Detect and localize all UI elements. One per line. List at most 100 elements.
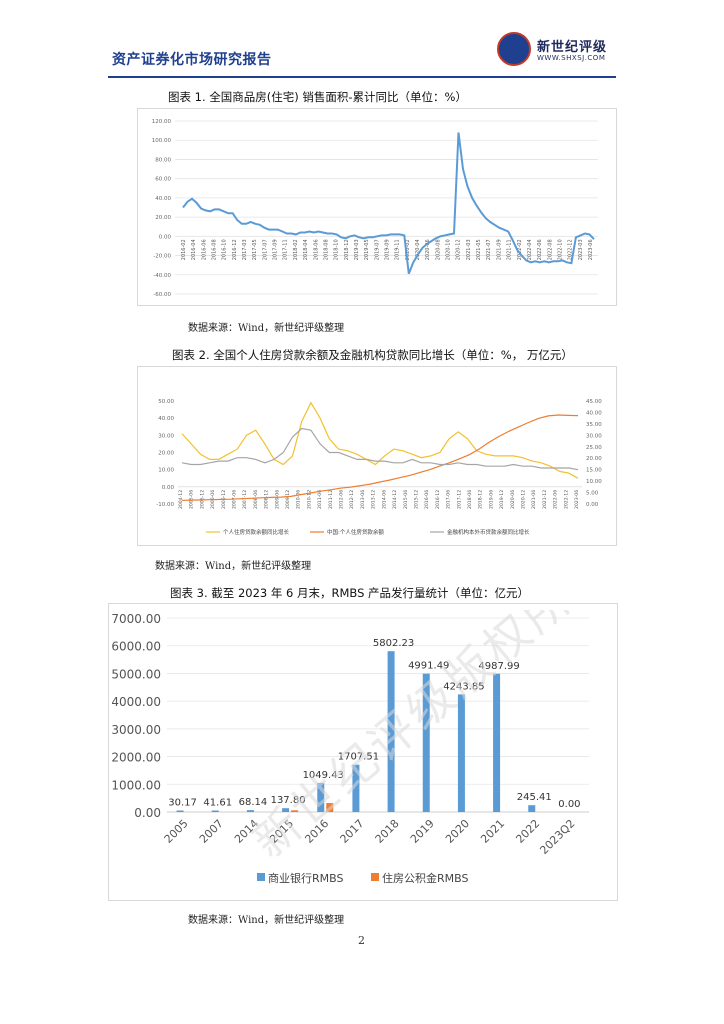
x-tick-label: 2005 [162, 817, 191, 846]
x-tick-label: 2019-09 [385, 239, 391, 260]
y2-tick-label: 20.00 [586, 456, 602, 462]
figure-3-title: 图表 3. 截至 2023 年 6 月末，RMBS 产品发行量统计（单位：亿元） [170, 586, 530, 600]
y-tick-label: 20.00 [155, 215, 171, 221]
legend-label: 个人住房贷款余额同比增长 [223, 528, 290, 536]
data-label: 0.00 [558, 799, 580, 810]
x-tick-label: 2020-08 [435, 239, 441, 260]
x-tick-label: 2017-03 [242, 239, 248, 260]
data-label: 4991.49 [408, 661, 449, 672]
x-tick-label: 2019-05 [364, 239, 370, 260]
x-tick-label: 2013-12 [371, 490, 377, 509]
x-tick-label: 2022 [513, 817, 542, 846]
x-tick-label: 2017-11 [283, 239, 289, 260]
x-tick-label: 2017-12 [456, 490, 462, 509]
data-label: 245.41 [517, 792, 552, 803]
y-tick-label: -60.00 [153, 292, 171, 298]
data-label: 5802.23 [373, 638, 414, 649]
series-line [182, 132, 595, 275]
x-tick-label: 2016-12 [232, 239, 238, 260]
bar-commercial-bank-rmbs [282, 808, 290, 812]
y2-tick-label: 40.00 [586, 410, 602, 416]
x-tick-label: 2017-06 [446, 490, 452, 509]
legend-swatch [371, 873, 379, 881]
x-tick-label: 2018-08 [323, 239, 329, 260]
series-line [181, 401, 579, 479]
x-tick-label: 2015-12 [413, 490, 419, 509]
x-tick-label: 2018-12 [344, 239, 350, 260]
legend-swatch [257, 873, 265, 881]
x-tick-label: 2020-12 [520, 490, 526, 509]
x-tick-label: 2020-06 [510, 490, 516, 509]
x-tick-label: 2022-12 [568, 239, 574, 260]
y2-tick-label: 30.00 [586, 433, 602, 439]
x-tick-label: 2016-04 [191, 239, 197, 260]
x-tick-label: 2016-02 [181, 239, 187, 260]
y-tick-label: 5000.00 [111, 667, 161, 681]
x-tick-label: 2016-06 [424, 490, 430, 509]
x-tick-label: 2014-06 [381, 490, 387, 509]
line-chart-2: 50.00 40.00 30.00 20.00 10.00 0.00 -10.00 45.00… [156, 399, 602, 536]
y2-tick-label: 25.00 [586, 445, 602, 451]
bar-commercial-bank-rmbs [493, 673, 501, 812]
y2-tick-label: 0.00 [586, 502, 599, 508]
x-tick-label: 2021-06 [531, 490, 537, 509]
x-tick-label: 2020-04 [415, 239, 421, 260]
x-tick-label: 2011-06 [317, 490, 323, 509]
data-label: 1049.43 [303, 770, 344, 781]
x-tick-label: 2019-11 [395, 239, 401, 260]
y-tick-label: 20.00 [158, 451, 174, 457]
bar-commercial-bank-rmbs [528, 805, 536, 812]
y-tick-label: -40.00 [153, 273, 171, 279]
x-tick-label: 2021-09 [496, 239, 502, 260]
x-tick-label: 2007 [197, 817, 226, 846]
x-tick-label: 2023Q2 [537, 817, 577, 857]
x-tick-label: 2021-12 [542, 490, 548, 509]
x-tick-label: 2008-06 [253, 490, 259, 509]
x-tick-label: 2011-12 [328, 490, 334, 509]
x-tick-label: 2016-12 [435, 490, 441, 509]
x-tick-label: 2021-05 [476, 239, 482, 260]
y-tick-label: 120.00 [152, 119, 172, 125]
x-tick-label: 2021-07 [486, 239, 492, 260]
bar-commercial-bank-rmbs [457, 694, 465, 812]
bar-commercial-bank-rmbs [387, 651, 395, 812]
logo-emblem-icon [497, 32, 531, 66]
y-tick-label: 80.00 [155, 157, 171, 163]
y-tick-label: 100.00 [152, 138, 172, 144]
legend-label: 商业银行RMBS [268, 871, 343, 885]
x-tick-label: 2021-03 [466, 239, 472, 260]
y-tick-label: 50.00 [158, 399, 174, 405]
y-tick-label: 4000.00 [111, 695, 161, 709]
x-tick-label: 2016-06 [201, 239, 207, 260]
x-tick-label: 2022-06 [537, 239, 543, 260]
x-tick-label: 2014-12 [392, 490, 398, 509]
x-tick-label: 2018-06 [467, 490, 473, 509]
series-line [181, 414, 579, 501]
data-label: 30.17 [168, 798, 197, 809]
bar-housing-fund-rmbs [291, 810, 299, 812]
x-tick-label: 2022-10 [557, 239, 563, 260]
x-tick-label: 2019-12 [499, 490, 505, 509]
x-tick-label: 2008-12 [264, 490, 270, 509]
figure-1-title: 图表 1. 全国商品房(住宅) 销售面积-累计同比（单位：%） [168, 90, 467, 104]
x-tick-label: 2021-11 [507, 239, 513, 260]
x-tick-label: 2019-03 [354, 239, 360, 260]
y-tick-label: -20.00 [153, 254, 171, 260]
x-tick-label: 2012-06 [339, 490, 345, 509]
legend-label: 金融机构本外币贷款余额同比增长 [447, 528, 530, 536]
figure-3-source: 数据来源：Wind，新世纪评级整理 [188, 915, 345, 926]
line-chart-1: 120.00 100.00 80.00 60.00 40.00 20.00 0.00 -20.… [152, 119, 598, 298]
x-tick-label: 2004-12 [178, 490, 184, 509]
x-tick-label: 2018-02 [293, 239, 299, 260]
x-tick-label: 2022-08 [547, 239, 553, 260]
figure-1-frame: 120.00 100.00 80.00 60.00 40.00 20.00 0.00 -20.… [137, 108, 617, 306]
x-tick-label: 2010-06 [296, 490, 302, 509]
header-divider [108, 76, 616, 78]
y-tick-label: 6000.00 [111, 640, 161, 654]
y-tick-label: 10.00 [158, 468, 174, 474]
x-tick-label: 2017 [338, 817, 367, 846]
x-tick-label: 2010-12 [306, 490, 312, 509]
figure-1-source: 数据来源：Wind，新世纪评级整理 [188, 323, 345, 334]
data-label: 41.61 [203, 798, 232, 809]
bar-commercial-bank-rmbs [176, 810, 184, 812]
